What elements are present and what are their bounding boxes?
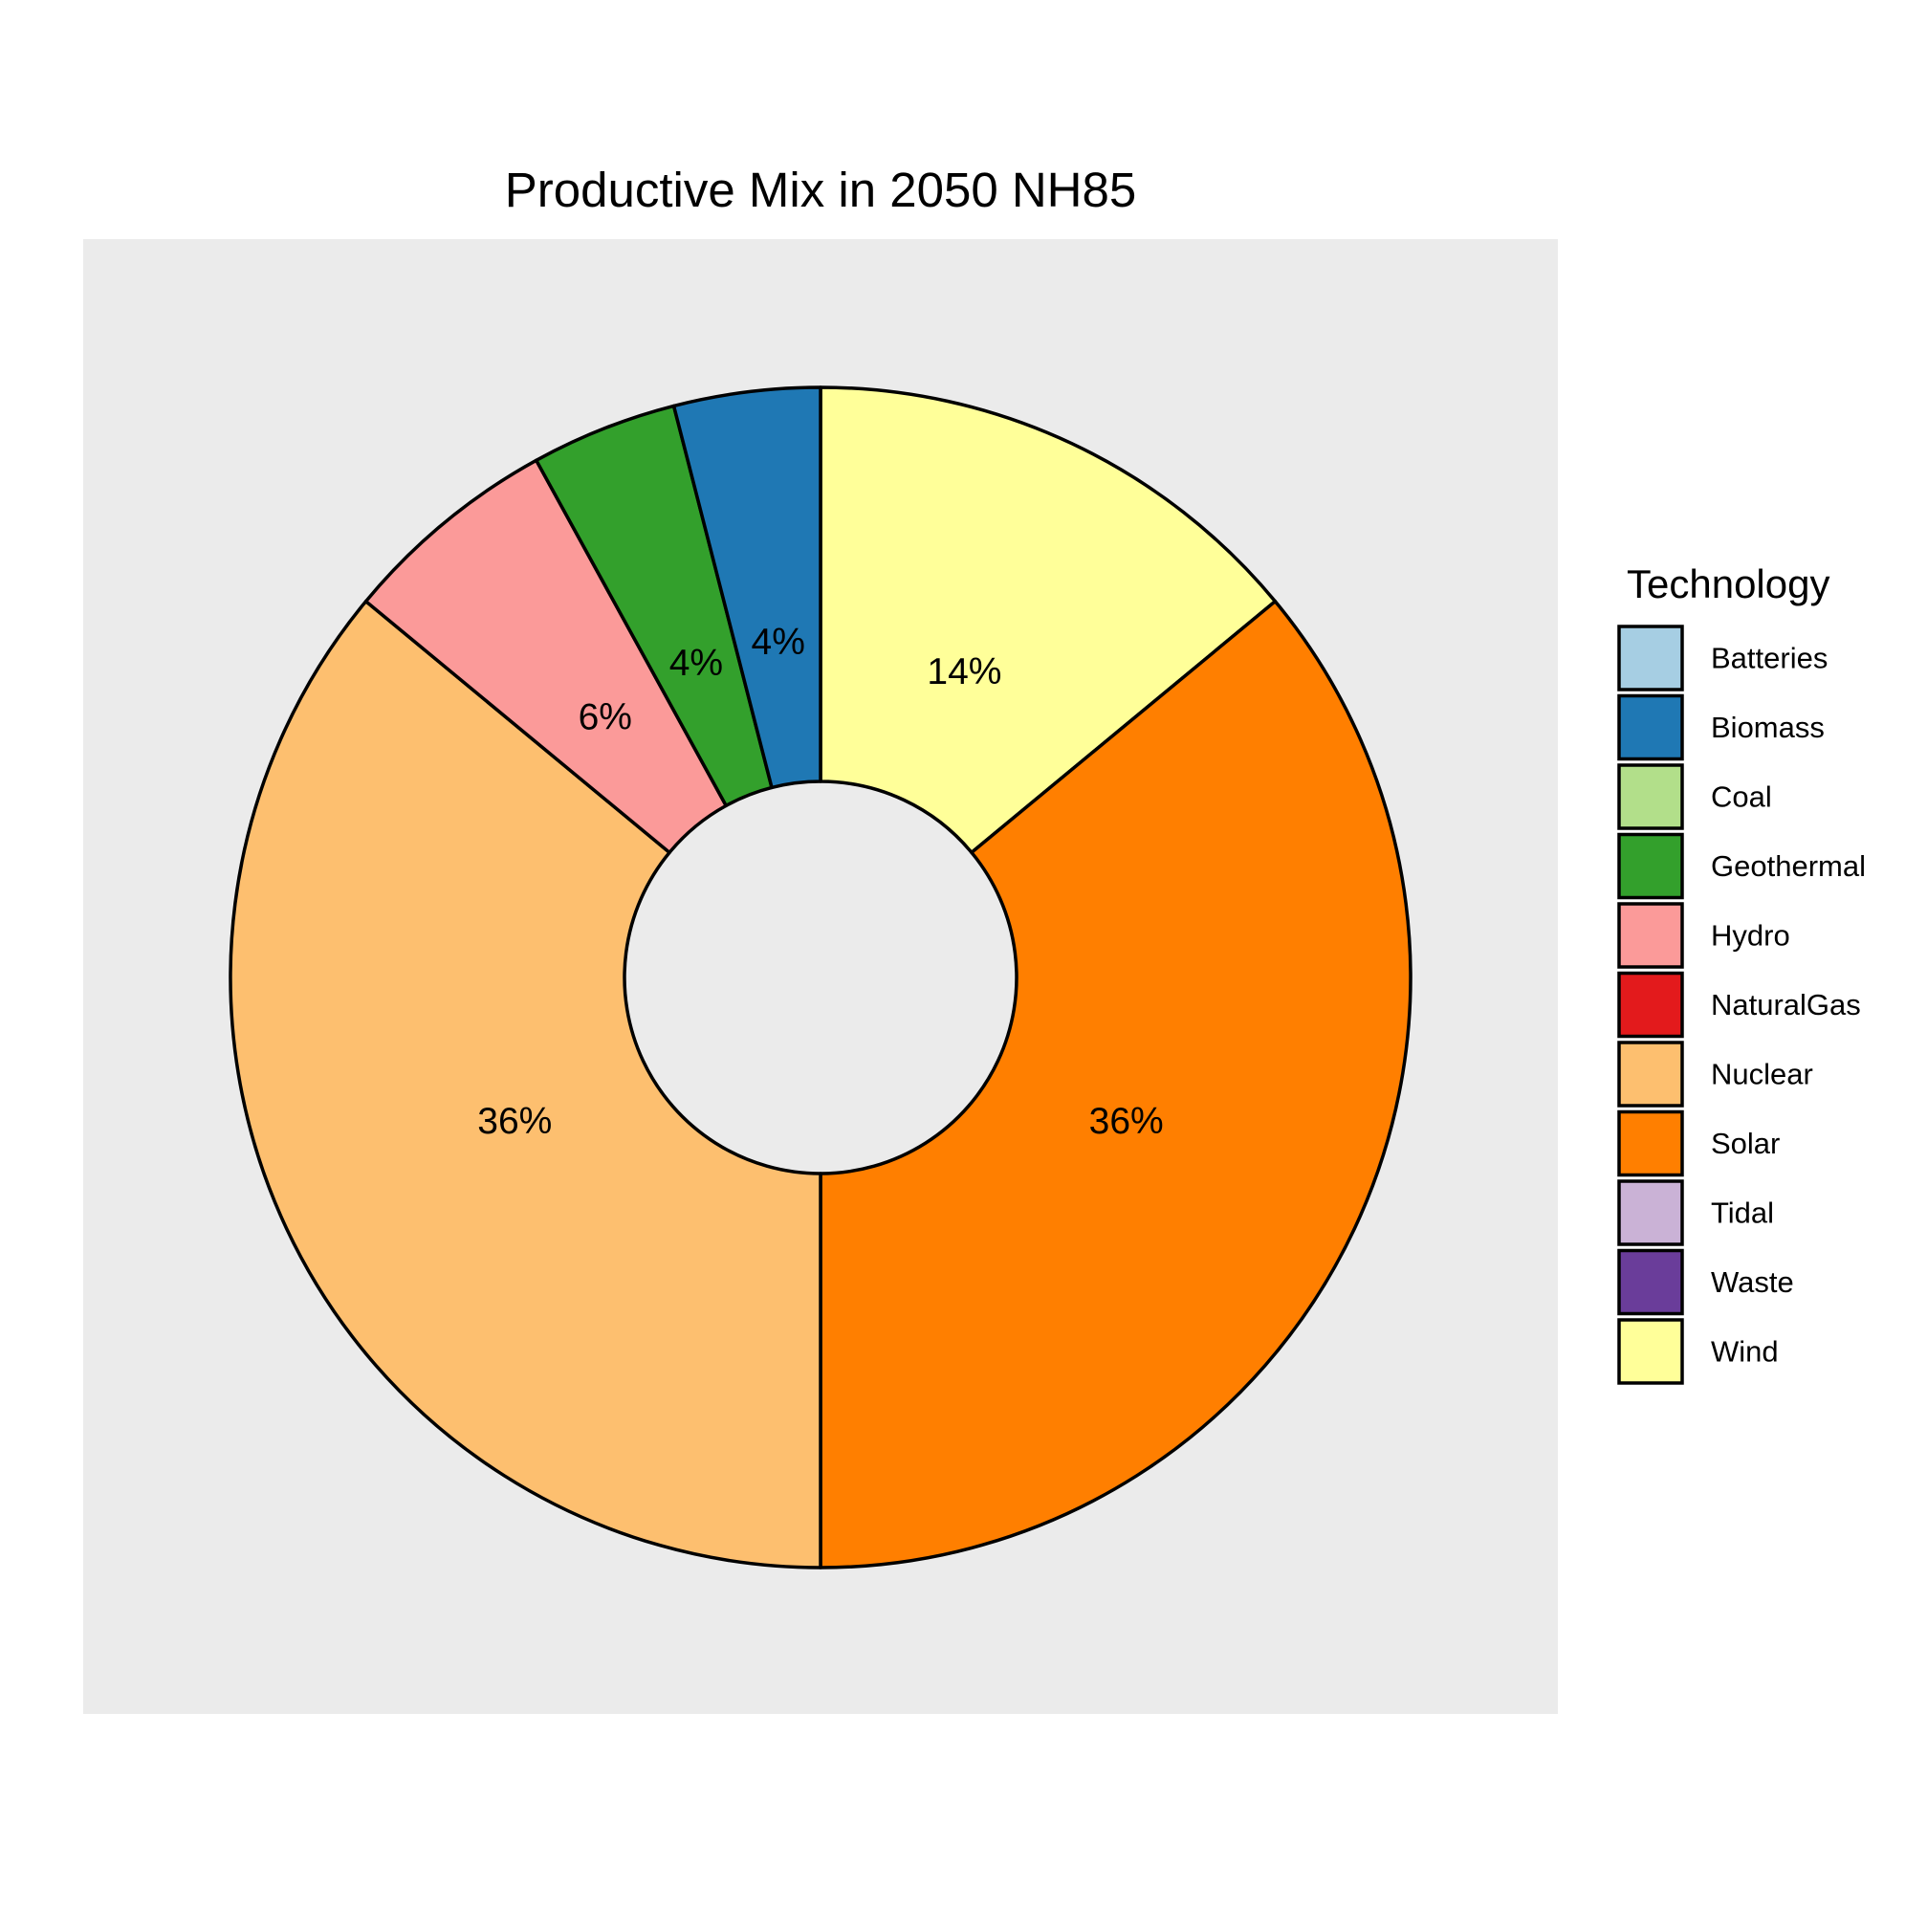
legend-label-nuclear: Nuclear [1711, 1058, 1813, 1091]
slice-label-wind: 14% [927, 651, 1001, 692]
legend-label-biomass: Biomass [1711, 711, 1825, 744]
legend-item-natural-gas: NaturalGas [1617, 971, 1861, 1039]
legend-swatch-solar [1617, 1109, 1684, 1177]
legend-swatch-hydro [1617, 902, 1684, 969]
legend-item-solar: Solar [1617, 1109, 1780, 1177]
legend-label-natural-gas: NaturalGas [1711, 988, 1861, 1021]
legend-swatch-geothermal [1617, 832, 1684, 900]
legend-swatch-biomass [1617, 693, 1684, 761]
slice-wind [819, 385, 1278, 855]
legend-item-waste: Waste [1617, 1248, 1794, 1316]
legend: Batteries Biomass Coal Geothermal Hydro Natur… [1617, 625, 1866, 1385]
slice-label-nuclear: 36% [477, 1101, 552, 1142]
legend-label-geothermal: Geothermal [1711, 849, 1866, 883]
slice-label-solar: 36% [1089, 1101, 1164, 1142]
legend-item-tidal: Tidal [1617, 1179, 1774, 1246]
legend-item-wind: Wind [1617, 1318, 1779, 1385]
slice-hydro [363, 458, 728, 855]
legend-swatch-nuclear [1617, 1041, 1684, 1108]
legend-swatch-natural-gas [1617, 971, 1684, 1039]
legend-item-biomass: Biomass [1617, 693, 1825, 761]
slice-label-hydro: 6% [579, 696, 632, 737]
slice-nuclear [229, 599, 822, 1570]
legend-item-hydro: Hydro [1617, 902, 1790, 969]
legend-item-geothermal: Geothermal [1617, 832, 1866, 900]
slice-solar [819, 599, 1412, 1570]
legend-swatch-wind [1617, 1318, 1684, 1385]
legend-label-batteries: Batteries [1711, 642, 1828, 675]
legend-item-batteries: Batteries [1617, 625, 1828, 692]
legend-label-solar: Solar [1711, 1127, 1780, 1160]
legend-swatch-waste [1617, 1248, 1684, 1316]
slice-label-geothermal: 4% [669, 643, 723, 684]
legend-title: Technology [1627, 561, 1829, 606]
slice-labels: 14% 36% 36% 6% 4% 4% [477, 622, 1163, 1142]
legend-swatch-tidal [1617, 1179, 1684, 1246]
legend-label-hydro: Hydro [1711, 919, 1790, 953]
legend-label-wind: Wind [1711, 1335, 1779, 1369]
slice-label-biomass: 4% [752, 622, 805, 663]
chart-title: Productive Mix in 2050 NH85 [505, 163, 1137, 217]
slice-biomass [671, 385, 822, 790]
legend-item-coal: Coal [1617, 763, 1772, 830]
legend-label-waste: Waste [1711, 1265, 1794, 1299]
legend-label-coal: Coal [1711, 780, 1772, 814]
legend-item-nuclear: Nuclear [1617, 1041, 1813, 1108]
legend-swatch-coal [1617, 763, 1684, 830]
legend-swatch-batteries [1617, 625, 1684, 692]
slices [229, 385, 1412, 1570]
legend-label-tidal: Tidal [1711, 1197, 1774, 1230]
